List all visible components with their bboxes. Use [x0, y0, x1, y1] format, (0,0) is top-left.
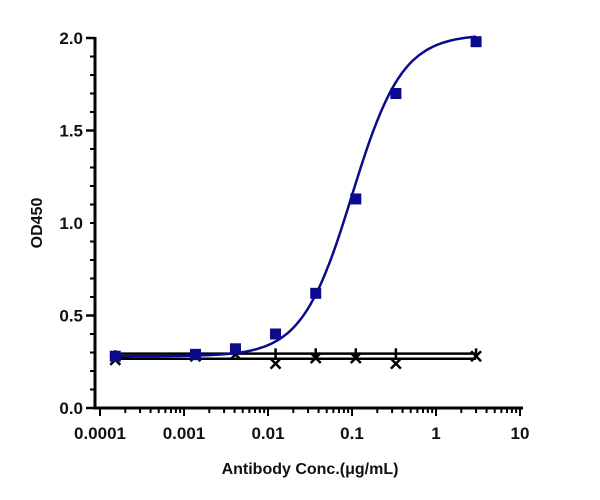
plot-area: [109, 35, 482, 370]
x-marker-icon: [390, 357, 402, 370]
x-tick-label: 0.0001: [74, 424, 126, 443]
square-marker-icon: [270, 328, 282, 340]
x-tick-label: 0.01: [251, 424, 284, 443]
x-axis-title: Antibody Conc.(μg/mL): [222, 461, 399, 478]
y-tick-label: 1.5: [59, 122, 83, 141]
x-tick-label: 1: [431, 424, 440, 443]
square-marker-icon: [109, 350, 121, 362]
x-axis: 0.0001 0.001 0.01 0.1 1 10: [74, 406, 530, 443]
y-tick-label: 1.0: [59, 214, 83, 233]
x-tick-label: 0.1: [340, 424, 364, 443]
y-axis-title: OD450: [29, 198, 46, 249]
square-marker-icon: [350, 193, 362, 205]
x-tick-label: 0.001: [163, 424, 206, 443]
square-marker-icon: [310, 287, 322, 299]
square-marker-icon: [470, 36, 482, 48]
y-tick-label: 0.0: [59, 399, 83, 418]
y-tick-label: 2.0: [59, 29, 83, 48]
square-marker-icon: [390, 88, 402, 99]
square-marker-icon: [229, 343, 241, 355]
x-tick-label: 10: [511, 424, 530, 443]
y-axis: 0.0 0.5 1.0 1.5 2.0: [59, 29, 97, 418]
square-marker-icon: [189, 348, 201, 360]
antibody-fit-curve: [115, 35, 477, 358]
y-tick-label: 0.5: [59, 307, 83, 326]
x-marker-icon: [269, 357, 282, 370]
